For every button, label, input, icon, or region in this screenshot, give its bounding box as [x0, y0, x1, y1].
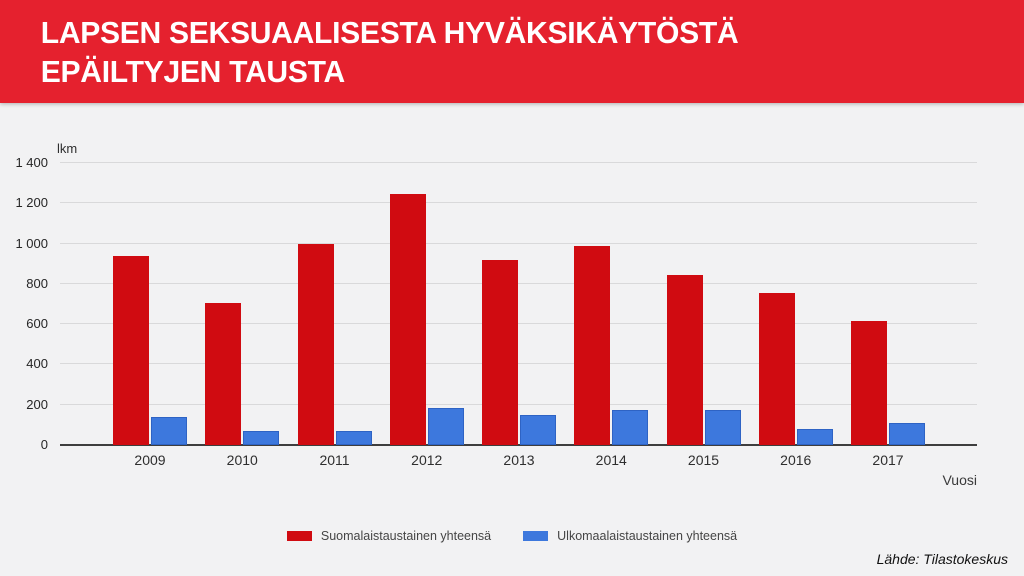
title-line-2: EPÄILTYJEN TAUSTA	[40, 54, 345, 89]
source-credit: Lähde: Tilastokeskus	[876, 551, 1008, 567]
legend-swatch	[286, 531, 312, 541]
page-title: LAPSEN SEKSUAALISESTA HYVÄKSIKÄYTÖSTÄ EP…	[0, 0, 993, 91]
legend-item: Ulkomaalaistaustainen yhteensä	[523, 529, 737, 543]
bar-suomalaistaustainen-2013	[482, 259, 518, 445]
y-tick-label: 1 400	[15, 155, 48, 170]
bar-suomalaistaustainen-2010	[205, 303, 242, 445]
x-tick-label: 2011	[319, 452, 350, 468]
bar-suomalaistaustainen-2014	[574, 245, 611, 445]
bar-ulkomaalaistaustainen-2014	[612, 409, 649, 445]
gridline	[60, 403, 977, 405]
bar-ulkomaalaistaustainen-2009	[151, 416, 187, 445]
bar-ulkomaalaistaustainen-2010	[243, 430, 280, 445]
gridline	[60, 162, 977, 163]
legend-swatch	[523, 531, 549, 541]
x-tick-label: 2014	[595, 452, 627, 468]
bar-suomalaistaustainen-2015	[666, 274, 703, 445]
bar-ulkomaalaistaustainen-2017	[889, 422, 925, 445]
x-axis-line	[60, 444, 977, 446]
bar-ulkomaalaistaustainen-2011	[335, 430, 372, 445]
bar-suomalaistaustainen-2009	[113, 255, 149, 445]
y-axis: 0 200 400 600 800 1 000 1 200 1 400	[0, 155, 48, 452]
bar-suomalaistaustainen-2011	[297, 243, 334, 445]
x-axis-title: Vuosi	[942, 472, 977, 488]
chart-legend: Suomalaistaustainen yhteensä Ulkomaalaist…	[0, 529, 1024, 543]
title-banner: LAPSEN SEKSUAALISESTA HYVÄKSIKÄYTÖSTÄ EP…	[0, 0, 1024, 103]
legend-item: Suomalaistaustainen yhteensä	[286, 529, 492, 543]
x-tick-label: 2013	[503, 452, 535, 468]
plot-area	[60, 162, 977, 446]
gridline	[60, 202, 977, 204]
bar-suomalaistaustainen-2017	[851, 321, 887, 445]
x-tick-label: 2012	[411, 452, 443, 468]
y-axis-unit-label: lkm	[57, 141, 78, 156]
y-tick-label: 400	[26, 356, 48, 372]
bar-suomalaistaustainen-2016	[758, 292, 795, 445]
x-tick-label: 2016	[780, 452, 812, 468]
y-tick-label: 1 000	[15, 235, 48, 251]
gridline	[60, 242, 977, 244]
x-tick-label: 2009	[134, 452, 166, 468]
y-tick-label: 1 200	[15, 195, 48, 211]
legend-label: Ulkomaalaistaustainen yhteensä	[557, 529, 738, 543]
gridline	[60, 282, 977, 284]
bar-ulkomaalaistaustainen-2016	[796, 428, 833, 445]
y-tick-label: 0	[40, 437, 48, 452]
x-tick-label: 2010	[226, 452, 258, 468]
x-tick-label: 2015	[687, 452, 720, 468]
legend-label: Suomalaistaustainen yhteensä	[320, 529, 492, 543]
gridline	[60, 363, 977, 365]
x-axis: 2009 2010 2011 2012 2013 2014 2015 2016 2017	[60, 452, 977, 470]
y-tick-label: 800	[26, 275, 48, 291]
x-tick-label: 2017	[872, 452, 904, 468]
y-tick-label: 200	[26, 396, 48, 412]
gridline	[60, 323, 977, 325]
title-line-1: LAPSEN SEKSUAALISESTA HYVÄKSIKÄYTÖSTÄ	[40, 15, 739, 50]
y-tick-label: 600	[26, 316, 48, 332]
bar-ulkomaalaistaustainen-2013	[520, 414, 556, 445]
bar-ulkomaalaistaustainen-2015	[704, 409, 741, 445]
bar-suomalaistaustainen-2012	[389, 194, 426, 445]
bar-ulkomaalaistaustainen-2012	[427, 407, 464, 445]
